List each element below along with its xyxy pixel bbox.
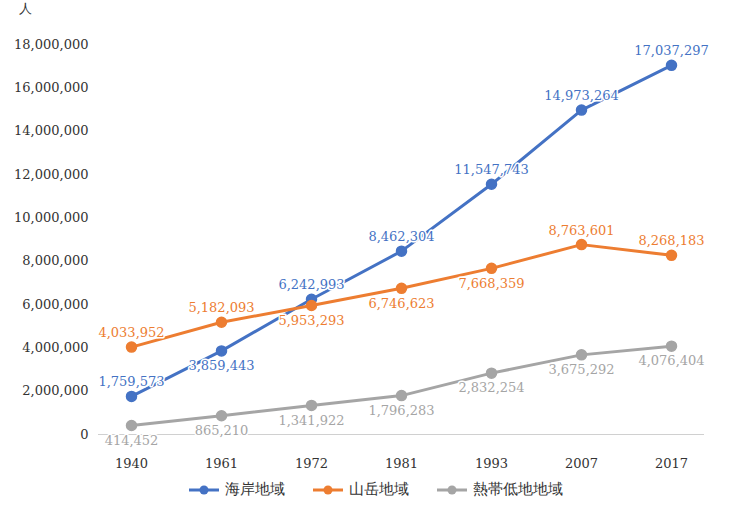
svg-text:8,763,601: 8,763,601: [548, 223, 614, 238]
svg-text:1961: 1961: [205, 456, 238, 471]
svg-text:4,076,404: 4,076,404: [638, 353, 704, 368]
svg-text:2017: 2017: [655, 456, 688, 471]
svg-text:0: 0: [80, 427, 88, 442]
svg-text:4,033,952: 4,033,952: [98, 325, 164, 340]
svg-text:8,462,304: 8,462,304: [368, 229, 434, 244]
svg-text:1940: 1940: [115, 456, 148, 471]
svg-text:10,000,000: 10,000,000: [14, 210, 88, 225]
svg-text:11,547,743: 11,547,743: [454, 162, 528, 177]
svg-text:14,973,264: 14,973,264: [544, 88, 618, 103]
svg-text:4,000,000: 4,000,000: [22, 340, 88, 355]
svg-text:3,859,443: 3,859,443: [188, 358, 254, 373]
svg-text:12,000,000: 12,000,000: [14, 167, 88, 182]
svg-text:3,675,292: 3,675,292: [548, 362, 614, 377]
svg-text:2,832,254: 2,832,254: [458, 380, 524, 395]
svg-text:8,268,183: 8,268,183: [638, 233, 704, 248]
svg-text:17,037,297: 17,037,297: [634, 43, 708, 58]
svg-text:14,000,000: 14,000,000: [14, 123, 88, 138]
svg-text:6,000,000: 6,000,000: [22, 297, 88, 312]
svg-text:414,452: 414,452: [105, 433, 159, 448]
svg-text:7,668,359: 7,668,359: [458, 276, 524, 291]
svg-text:1993: 1993: [475, 456, 508, 471]
svg-text:2007: 2007: [565, 456, 598, 471]
svg-text:5,953,293: 5,953,293: [278, 313, 344, 328]
svg-text:16,000,000: 16,000,000: [14, 80, 88, 95]
svg-text:865,210: 865,210: [195, 423, 249, 438]
svg-text:1,341,922: 1,341,922: [278, 413, 344, 428]
svg-text:6,242,993: 6,242,993: [278, 277, 344, 292]
svg-text:18,000,000: 18,000,000: [14, 37, 88, 52]
svg-text:人: 人: [19, 1, 32, 16]
svg-text:1972: 1972: [295, 456, 328, 471]
svg-text:1981: 1981: [385, 456, 418, 471]
svg-text:5,182,093: 5,182,093: [188, 300, 254, 315]
svg-text:1,759,573: 1,759,573: [98, 374, 164, 389]
html-text:海岸地域: 海岸地域: [225, 480, 285, 498]
html-text:熱帯低地地域: 熱帯低地地域: [473, 480, 563, 498]
svg-text:8,000,000: 8,000,000: [22, 253, 88, 268]
svg-text:2,000,000: 2,000,000: [22, 383, 88, 398]
html-text:山岳地域: 山岳地域: [349, 480, 409, 498]
svg-text:6,746,623: 6,746,623: [368, 296, 434, 311]
svg-text:1,796,283: 1,796,283: [368, 403, 434, 418]
